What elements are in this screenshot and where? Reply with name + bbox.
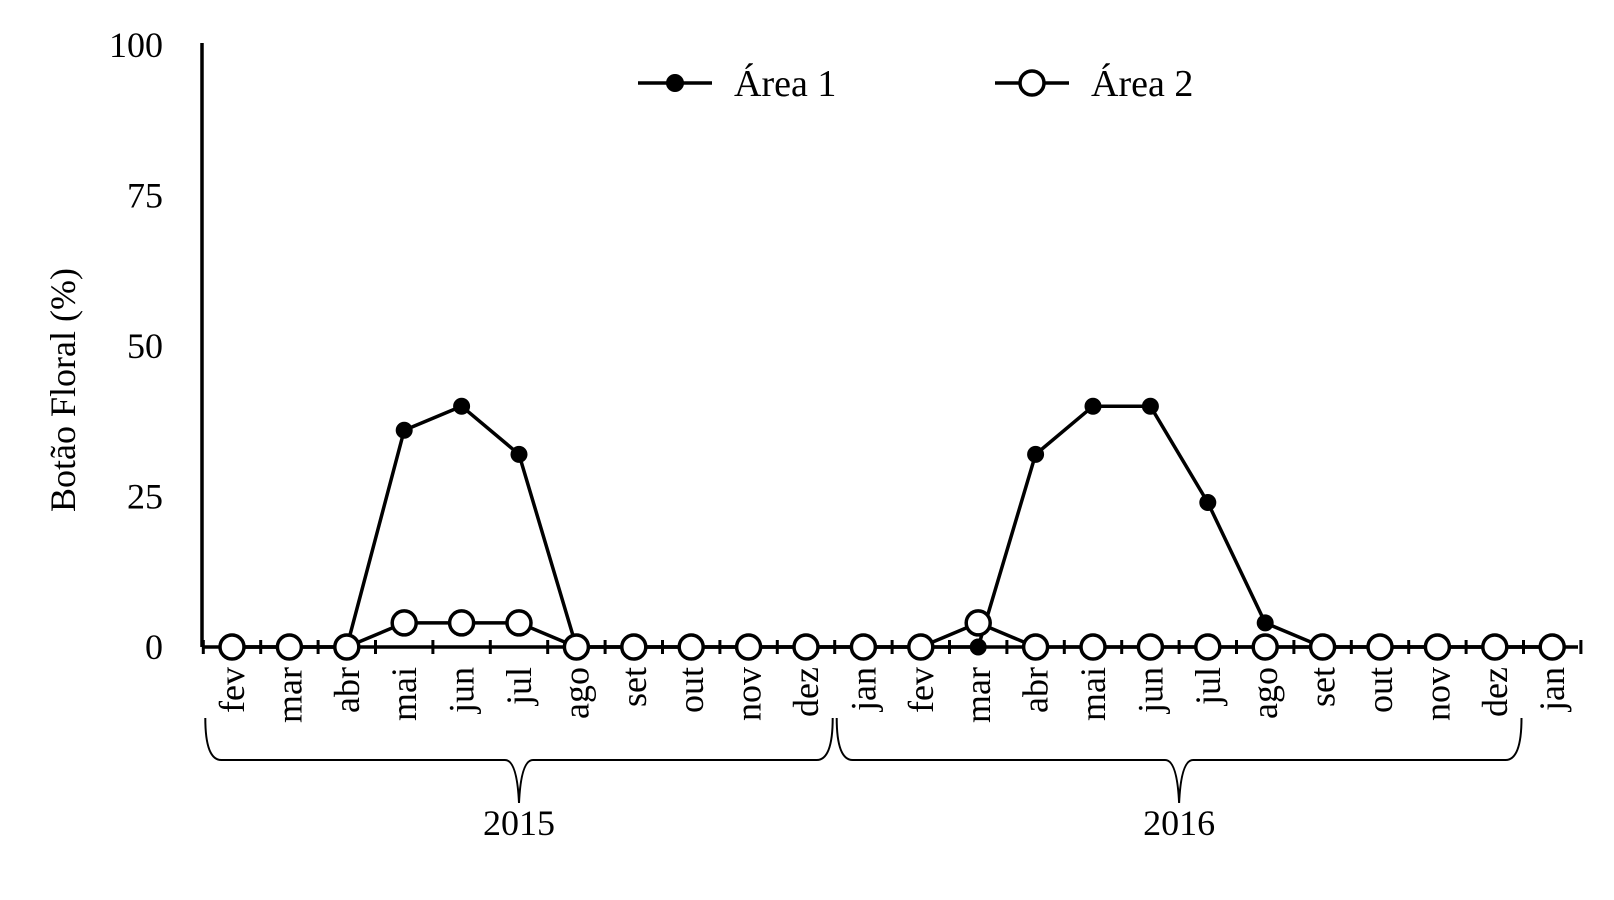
data-point [677,633,705,661]
year-group-2016: 2016 [835,717,1523,843]
data-point [734,633,763,661]
data-point [1256,614,1274,632]
x-tick-label: dez [786,667,826,717]
legend-item-1: Área 1 [638,63,836,105]
x-tick-label: set [1303,667,1343,707]
year-groups: 2015 2016 [204,717,1523,843]
data-point [1141,397,1159,415]
data-point [447,609,476,637]
x-tick-label: dez [1475,667,1515,717]
data-point [1079,633,1107,661]
y-axis: 0 25 50 75 100 [109,25,204,667]
x-tick-label: mai [384,667,424,721]
x-tick-label: jun [1130,667,1170,715]
x-tick-label: nov [729,667,769,721]
legend-item-2: Área 2 [995,63,1193,105]
x-tick-label: nov [1417,667,1457,721]
year-brace [835,717,1523,804]
data-point [1538,633,1566,661]
data-point [1308,633,1337,661]
data-point [1423,633,1452,661]
data-point [562,633,591,661]
y-axis-title: Botão Floral (%) [43,268,83,512]
data-point [1027,445,1045,463]
y-tick-label: 0 [145,627,163,667]
x-tick-label: ago [556,667,596,719]
data-point [1194,633,1222,661]
year-label: 2015 [483,803,555,843]
y-tick-label: 100 [109,25,163,65]
series-2 [218,609,1566,661]
data-point [1366,633,1394,661]
legend-marker [666,74,684,92]
x-tick-label: set [614,667,654,707]
x-tick-label: jan [843,667,883,713]
y-tick-label: 50 [127,326,163,366]
data-point [792,633,820,661]
legend: Área 1 Área 2 [638,63,1193,105]
series-1 [223,397,1561,656]
x-tick-label: out [1360,667,1400,713]
x-tick-label: mar [269,667,309,723]
series-layer [218,397,1566,661]
data-point [969,638,987,656]
data-point [1199,494,1217,512]
x-tick-label: jul [1188,667,1228,707]
data-point [453,397,471,415]
data-point [218,633,246,661]
x-tick-label: ago [1245,667,1285,719]
x-axis: fev mar abr mai jun jul ago set out nov dez jan fev m… [201,640,1583,723]
data-point [505,609,533,637]
data-point [1136,633,1165,661]
data-point [1021,633,1050,661]
data-point [849,633,878,661]
y-tick-label: 25 [127,477,163,517]
data-point [1481,633,1509,661]
series-line [232,404,1553,649]
x-tick-label: jun [442,667,482,715]
data-point [620,633,648,661]
data-point [1251,633,1279,661]
y-tick-label: 75 [127,176,163,216]
year-brace [204,717,834,804]
data-point [1084,397,1102,415]
x-tick-label: abr [1016,667,1056,713]
data-point [333,633,361,661]
data-point [275,633,304,661]
year-label: 2016 [1143,803,1215,843]
year-group-2015: 2015 [204,717,834,843]
data-point [395,421,413,439]
legend-marker [1018,69,1046,97]
x-tick-label: mar [958,667,998,723]
x-tick-label: mai [1073,667,1113,721]
data-point [390,609,418,637]
x-tick-label: abr [327,667,367,713]
data-point [510,445,528,463]
x-tick-label: jul [499,667,539,707]
data-point [964,609,992,637]
x-tick-label: fev [212,667,252,713]
data-point [907,633,935,661]
x-tick-label: out [671,667,711,713]
x-tick-label: fev [901,667,941,713]
legend-label: Área 2 [1091,63,1193,105]
legend-label: Área 1 [734,63,836,105]
x-tick-label: jan [1532,667,1572,713]
